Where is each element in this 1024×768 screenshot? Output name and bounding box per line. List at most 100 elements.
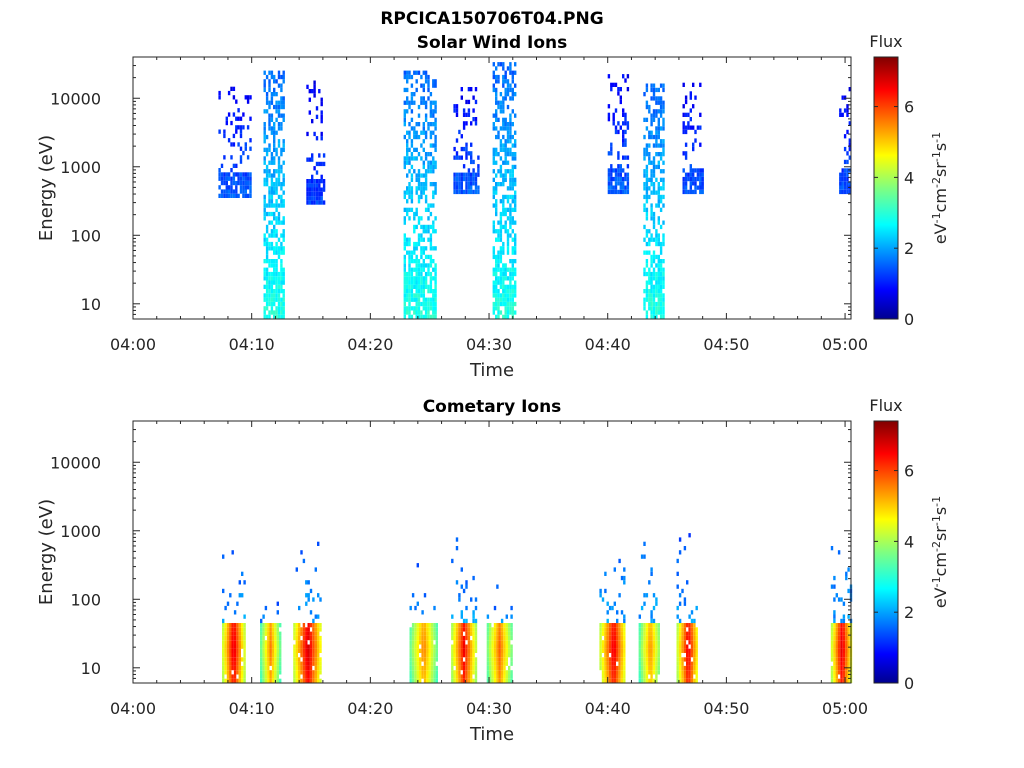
flux-cell <box>509 66 512 71</box>
flux-cell <box>497 152 500 157</box>
flux-cell <box>843 168 847 173</box>
flux-cell <box>508 631 511 636</box>
flux-cell <box>848 189 851 195</box>
flux-cell <box>504 263 507 268</box>
flux-cell <box>408 169 411 174</box>
flux-cell <box>610 142 613 147</box>
flux-cell <box>509 271 512 277</box>
flux-cell <box>298 623 301 628</box>
flux-cell <box>695 661 698 666</box>
flux-cell <box>424 177 428 182</box>
flux-cell <box>432 276 435 281</box>
x-tick-label: 05:00 <box>822 335 868 354</box>
flux-cell <box>504 289 507 294</box>
flux-cell <box>302 648 306 653</box>
flux-cell <box>622 168 625 173</box>
flux-cell <box>280 271 283 277</box>
flux-cell <box>503 623 506 628</box>
flux-cell <box>408 190 411 195</box>
flux-cell <box>599 661 602 666</box>
x-tick-label: 04:10 <box>229 335 275 354</box>
flux-cell <box>655 627 658 632</box>
flux-cell <box>315 114 319 119</box>
flux-cell <box>455 537 459 542</box>
flux-cell <box>410 83 414 88</box>
flux-cell <box>264 605 268 611</box>
flux-cell <box>270 96 274 101</box>
flux-cell <box>264 670 268 675</box>
flux-cell <box>655 601 658 606</box>
flux-cell <box>243 674 246 679</box>
y-axis-label: Energy (eV) <box>36 135 57 241</box>
flux-cell <box>429 182 433 187</box>
flux-cell <box>514 259 517 264</box>
flux-cell <box>426 623 429 628</box>
flux-cell <box>835 648 838 653</box>
flux-cell <box>270 100 274 105</box>
flux-cell <box>263 267 266 272</box>
flux-cell <box>408 100 411 105</box>
flux-cell <box>686 678 689 683</box>
flux-cell <box>682 189 685 195</box>
flux-cell <box>506 79 510 84</box>
flux-cell <box>270 173 274 178</box>
flux-cell <box>415 259 418 264</box>
flux-cell <box>652 92 656 97</box>
flux-cell <box>659 241 663 247</box>
flux-cell <box>837 648 841 653</box>
flux-cell <box>662 241 665 247</box>
flux-cell <box>648 152 651 157</box>
flux-cell <box>833 631 836 636</box>
flux-cell <box>514 271 517 277</box>
flux-cell <box>421 631 424 636</box>
flux-cell <box>645 678 649 683</box>
flux-cell <box>502 96 505 101</box>
flux-cell <box>842 640 846 645</box>
flux-cell <box>650 259 653 264</box>
flux-cell <box>271 644 275 649</box>
flux-cell <box>302 558 306 564</box>
flux-cell <box>467 151 471 156</box>
flux-cell <box>307 627 310 632</box>
flux-cell <box>833 644 836 649</box>
flux-cell <box>320 114 323 119</box>
flux-cell <box>618 665 621 671</box>
flux-cell <box>264 648 268 653</box>
flux-cell <box>643 657 646 662</box>
flux-cell <box>830 631 834 636</box>
flux-cell <box>467 87 471 92</box>
flux-cell <box>652 631 656 636</box>
flux-cell <box>305 670 308 675</box>
flux-cell <box>244 180 247 186</box>
flux-cell <box>268 113 271 118</box>
flux-cell <box>643 237 646 242</box>
flux-cell <box>497 250 500 255</box>
flux-cell <box>498 665 501 671</box>
flux-cell <box>496 665 499 671</box>
flux-cell <box>837 635 841 641</box>
flux-cell <box>502 241 505 247</box>
flux-cell <box>276 627 279 632</box>
flux-cell <box>506 250 510 255</box>
flux-cell <box>624 112 627 117</box>
flux-cell <box>300 661 303 666</box>
flux-cell <box>269 627 272 632</box>
burst <box>451 537 478 683</box>
flux-cell <box>403 293 406 298</box>
flux-cell <box>676 640 679 645</box>
flux-cell <box>314 631 317 636</box>
flux-cell <box>648 306 651 311</box>
flux-cell <box>506 199 510 204</box>
flux-cell <box>835 661 838 666</box>
flux-cell <box>311 196 314 201</box>
flux-cell <box>229 635 232 641</box>
flux-cell <box>263 233 266 238</box>
flux-cell <box>270 289 274 294</box>
flux-cell <box>613 678 616 683</box>
flux-cell <box>492 301 495 307</box>
flux-cell <box>652 182 656 187</box>
flux-cell <box>231 644 234 649</box>
flux-cell <box>608 648 612 653</box>
flux-cell <box>645 314 649 319</box>
flux-cell <box>226 653 230 658</box>
